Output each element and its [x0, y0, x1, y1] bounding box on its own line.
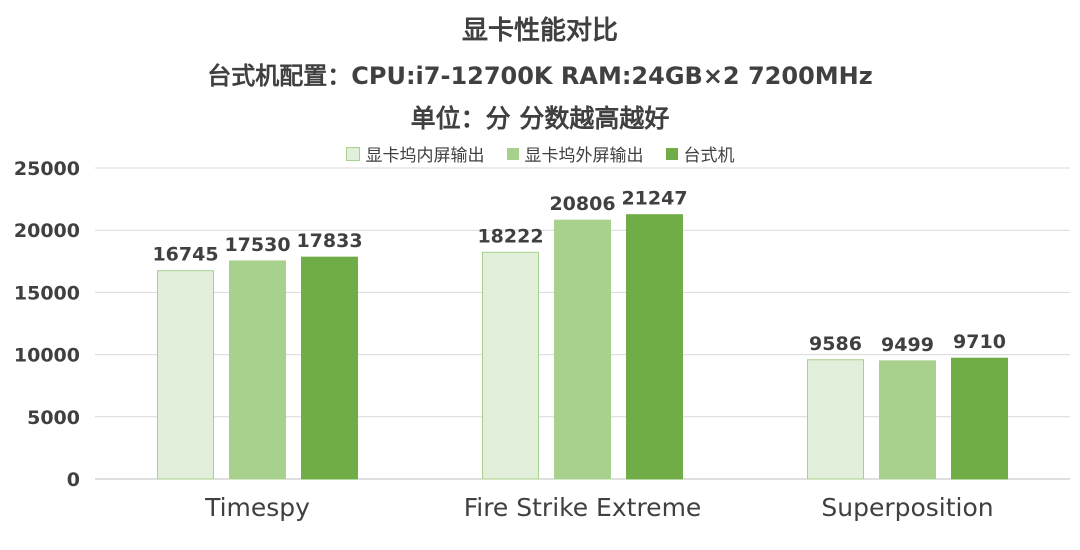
- chart-legend: 显卡坞内屏输出 显卡坞外屏输出 台式机: [0, 141, 1080, 166]
- bar: [879, 360, 936, 480]
- y-tick-label: 20000: [14, 220, 80, 242]
- bar: [482, 251, 539, 480]
- y-tick-label: 0: [67, 469, 80, 491]
- legend-item-internal: 显卡坞内屏输出: [345, 141, 485, 166]
- bar: [554, 219, 611, 480]
- chart-subtitle-unit: 单位：分 分数越高越好: [410, 104, 670, 133]
- chart-subtitle-config: 台式机配置：CPU:i7-12700K RAM:24GB×2 7200MHz: [207, 62, 873, 90]
- legend-label-internal: 显卡坞内屏输出: [365, 146, 485, 166]
- y-tick-label: 5000: [27, 407, 80, 429]
- x-tick-label: Timespy: [204, 493, 310, 522]
- data-label: 18222: [477, 225, 543, 247]
- legend-swatch-internal: [345, 146, 360, 161]
- x-tick-label: Superposition: [821, 493, 993, 522]
- data-label: 9710: [953, 331, 1006, 353]
- y-tick-label: 10000: [14, 345, 80, 367]
- legend-item-external: 显卡坞外屏输出: [506, 141, 644, 166]
- chart-title: 显卡性能对比: [461, 16, 618, 46]
- data-label: 17530: [224, 234, 290, 256]
- data-label: 9586: [809, 333, 862, 355]
- bar: [807, 359, 864, 480]
- legend-label-desktop: 台式机: [683, 146, 735, 166]
- data-label: 16745: [152, 244, 218, 266]
- bar: [157, 270, 214, 480]
- bar: [229, 260, 286, 480]
- y-tick-label: 15000: [14, 282, 80, 304]
- legend-label-external: 显卡坞外屏输出: [524, 146, 644, 166]
- y-tick-label: 25000: [14, 158, 80, 180]
- legend-swatch-external: [506, 147, 519, 160]
- legend-item-desktop: 台式机: [665, 141, 735, 166]
- data-label: 20806: [549, 193, 615, 215]
- bar: [626, 214, 683, 480]
- data-label: 17833: [296, 230, 362, 252]
- bar: [301, 256, 358, 480]
- data-label: 9499: [881, 334, 934, 356]
- bar: [951, 357, 1008, 480]
- data-label: 21247: [621, 188, 687, 210]
- x-tick-label: Fire Strike Extreme: [464, 493, 702, 522]
- legend-swatch-desktop: [665, 147, 678, 160]
